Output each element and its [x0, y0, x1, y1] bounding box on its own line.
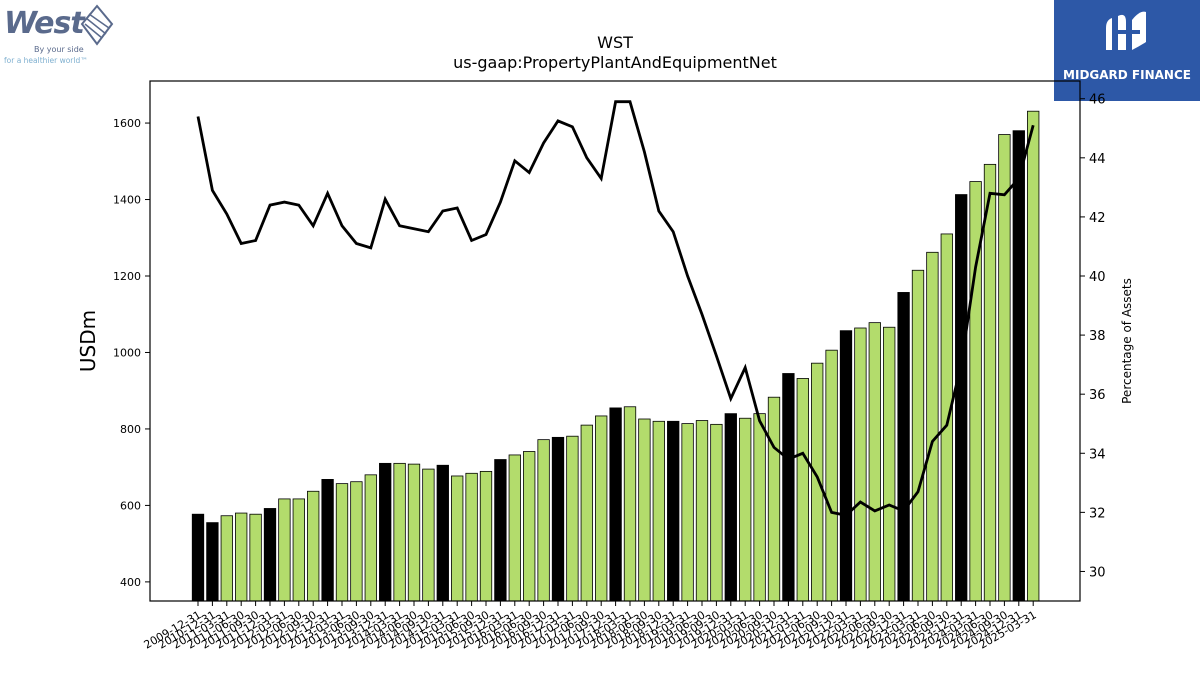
bar-11 — [350, 481, 363, 602]
bar-53 — [955, 194, 968, 602]
y2-tick-label-46: 46 — [1089, 93, 1106, 108]
y-axis-label: USDm — [76, 310, 100, 372]
chart-title: WST — [597, 33, 633, 52]
bar-2 — [220, 515, 233, 602]
y2-tick-label-44: 44 — [1089, 152, 1106, 167]
bar-48 — [883, 326, 896, 602]
bar-24 — [537, 439, 550, 602]
bar-56 — [998, 134, 1011, 602]
bar-32 — [652, 420, 665, 602]
west-tagline-2: for a healthier world™ — [4, 56, 88, 65]
bar-44 — [825, 349, 838, 602]
bar-37 — [724, 413, 737, 602]
bar-5 — [263, 508, 277, 602]
y-tick-label-1600: 1600 — [113, 117, 141, 130]
y2-tick-label-36: 36 — [1089, 388, 1106, 403]
bar-46 — [854, 327, 867, 602]
midgard-emblem-icon — [1106, 11, 1146, 50]
y-tick-label-1000: 1000 — [113, 346, 141, 359]
bar-13 — [379, 462, 392, 602]
bar-25 — [551, 436, 565, 602]
line-group — [196, 100, 1035, 517]
y2-axis-label: Percentage of Assets — [1120, 278, 1134, 404]
bar-34 — [681, 423, 694, 602]
bar-41 — [782, 373, 795, 602]
bar-20 — [479, 470, 493, 602]
bar-19 — [465, 472, 478, 602]
right-axis: 30 32 34 36 38 40 42 44 46 — [1080, 93, 1106, 580]
bar-8 — [307, 490, 320, 602]
bar-12 — [364, 474, 377, 602]
west-tagline-1: By your side — [34, 45, 84, 54]
midgard-logo: MIDGARD FINANCE — [1054, 0, 1200, 101]
bar-38 — [739, 417, 752, 602]
bar-4 — [249, 513, 262, 602]
plot-frame — [149, 80, 1081, 602]
bar-7 — [292, 498, 305, 602]
bar-21 — [494, 459, 507, 602]
bar-10 — [335, 483, 349, 602]
chart-subtitle: us-gaap:PropertyPlantAndEquipmentNet — [453, 53, 777, 72]
bar-31 — [638, 418, 651, 602]
bar-9 — [321, 479, 334, 602]
y-tick-label-1400: 1400 — [113, 194, 141, 207]
y-tick-label-1200: 1200 — [113, 270, 141, 283]
y2-tick-label-32: 32 — [1089, 506, 1106, 521]
y-tick-label-600: 600 — [120, 499, 141, 512]
bar-45 — [839, 330, 853, 602]
bar-47 — [868, 322, 881, 602]
bar-49 — [897, 292, 910, 602]
west-diamond-icon — [80, 4, 114, 46]
bar-16 — [422, 468, 435, 602]
bar-6 — [278, 498, 291, 602]
left-axis: 400 600 800 1000 1200 1400 1600 — [113, 117, 150, 589]
bar-22 — [508, 454, 521, 602]
bar-29 — [609, 407, 622, 602]
west-logo: West By your side for a healthier world™ — [4, 4, 116, 70]
bar-17 — [436, 464, 449, 602]
bar-55 — [983, 163, 997, 602]
bar-33 — [667, 420, 680, 602]
bar-15 — [407, 463, 421, 602]
y2-tick-label-40: 40 — [1089, 270, 1106, 285]
bar-43 — [811, 362, 824, 602]
y2-tick-label-34: 34 — [1089, 447, 1106, 462]
bar-26 — [566, 435, 579, 602]
bar-58 — [1027, 110, 1040, 602]
bar-3 — [235, 512, 248, 602]
y2-tick-label-30: 30 — [1089, 565, 1106, 580]
bar-1 — [206, 522, 219, 602]
bar-40 — [767, 396, 781, 602]
west-wordmark: West — [4, 6, 85, 41]
bars-group — [191, 110, 1040, 602]
bar-57 — [1012, 130, 1025, 602]
y2-tick-label-42: 42 — [1089, 211, 1106, 226]
bar-50 — [911, 269, 925, 602]
percentage-line — [196, 100, 1035, 517]
y-tick-label-400: 400 — [120, 576, 141, 589]
bar-27 — [580, 424, 593, 602]
bar-30 — [623, 406, 637, 602]
bar-23 — [523, 451, 536, 602]
bar-51 — [926, 251, 939, 602]
bar-28 — [595, 415, 608, 602]
y-tick-label-800: 800 — [120, 423, 141, 436]
x-axis: 2009-12-312010-12-312011-03-312011-06-30… — [142, 601, 1039, 652]
midgard-name: MIDGARD FINANCE — [1063, 68, 1191, 82]
bar-14 — [393, 462, 406, 602]
bar-42 — [796, 378, 809, 602]
bar-0 — [191, 513, 205, 602]
bar-39 — [753, 413, 766, 602]
bar-52 — [940, 233, 953, 602]
y2-tick-label-38: 38 — [1089, 329, 1106, 344]
bar-35 — [695, 420, 709, 602]
bar-18 — [451, 475, 464, 602]
bar-36 — [710, 423, 723, 602]
